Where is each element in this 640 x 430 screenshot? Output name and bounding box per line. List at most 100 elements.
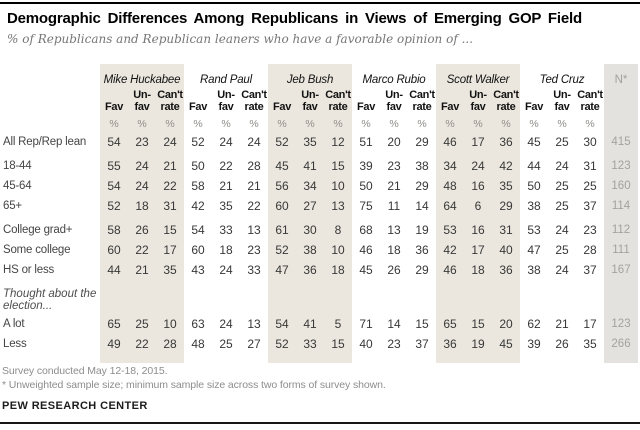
stat-cell: 45 [268,156,296,176]
spacer-cell [492,280,520,284]
stat-cell: 25 [555,135,569,149]
stat-cell: 36 [436,334,464,354]
stat-cell: 33 [296,334,324,354]
demographics-table: Mike Huckabee Rand Paul Jeb Bush Marco Rubi… [2,64,638,363]
stat-cell: 53 [527,223,541,237]
spacer-cell [128,216,156,220]
stat-cell: 37 [583,199,597,213]
stat-cell: 68 [359,223,373,237]
subheader-line-top: Can't [241,89,267,101]
stat-cell: 27 [247,337,261,351]
stat-cell: 23 [387,337,401,351]
stat-cell: 45 [492,334,520,354]
subheader-un-fav: Un-fav [380,87,408,115]
stat-cell: 44 [100,260,128,280]
table-row-18-44: 18-44 55 24 21 50 22 28 45 41 15 39 23 38 34 24 42 44 24 3… [2,156,638,176]
spacer-cell [324,354,352,363]
stat-cell: 19 [415,223,429,237]
subheader-line-bottom: Fav [356,100,376,113]
stat-cell: 36 [415,243,429,257]
stat-cell: 18 [324,260,352,280]
stat-cell: 22 [247,199,261,213]
subheader-fav: Fav [100,87,128,115]
stat-cell: 23 [583,223,597,237]
column-group-jeb-bush: Jeb Bush [268,64,352,87]
footer-notes: Survey conducted May 12-18, 2015. * Unwe… [2,364,622,392]
stat-cell: 36 [492,132,520,152]
spacer-cell [156,284,184,314]
subheader-line-top [436,90,464,102]
spacer-row [2,152,638,156]
subheader-line-bottom: fav [302,100,318,113]
stat-cell: 31 [492,220,520,240]
stat-cell: 24 [219,317,233,331]
stat-cell: 38 [296,240,324,260]
stat-cell: 13 [247,223,261,237]
stat-cell: 10 [156,314,184,334]
column-group-ted-cruz: Ted Cruz [539,74,585,86]
spacer-cell [100,152,128,156]
subheader-fav: Fav [184,87,212,115]
stat-cell: 31 [156,196,184,216]
subheader-line-top: Can't [325,89,351,101]
stat-cell: 10 [324,176,352,196]
stat-cell: 40 [359,337,373,351]
subheader-line-bottom: Fav [188,100,208,113]
spacer-cell [268,280,296,284]
subheader-line-top [520,90,548,102]
stat-cell: 42 [436,240,464,260]
stat-cell: 15 [324,334,352,354]
stat-cell: 25 [555,199,569,213]
stat-cell: 18 [387,243,401,257]
percent-symbol: % [100,115,128,132]
stat-cell: 75 [359,199,373,213]
subheader-line-bottom: Fav [440,100,460,113]
subheader-un-fav: Un-fav [464,87,492,115]
stat-cell: 31 [583,159,597,173]
spacer-cell [492,216,520,220]
stat-cell: 52 [268,240,296,260]
stat-cell: 11 [387,199,401,213]
stat-cell: 21 [247,179,261,193]
spacer-cell [436,216,464,220]
stat-cell: 22 [128,240,156,260]
stat-cell: 24 [464,156,492,176]
table-row-45-64: 45-64 54 24 22 58 21 21 56 34 10 50 21 29 48 16 35 50 25 2… [2,176,638,196]
stat-cell: 13 [247,317,261,331]
subheader-line-bottom: fav [218,100,234,113]
n-cell: 112 [604,220,638,240]
spacer-cell [604,280,638,284]
stat-cell: 21 [387,179,401,193]
top-rule [0,2,640,4]
percent-symbol: % [585,117,595,130]
stat-cell: 64 [436,196,464,216]
stat-cell: 23 [387,159,401,173]
source-label: PEW RESEARCH CENTER [2,400,148,412]
stat-cell: 22 [156,176,184,196]
spacer-cell [2,354,100,363]
stat-cell: 60 [100,240,128,260]
stat-cell: 28 [247,159,261,173]
stat-cell: 52 [100,196,128,216]
subheader-line-bottom: rate [580,100,600,113]
subheader-line-top: Can't [157,89,183,101]
n-column-spacer [604,115,638,132]
stat-cell: 22 [219,159,233,173]
spacer-cell [464,354,492,363]
stat-cell: 16 [464,176,492,196]
spacer-cell [436,354,464,363]
spacer-cell [184,354,212,363]
stat-cell: 54 [268,314,296,334]
stat-cell: 49 [100,334,128,354]
stat-cell: 65 [100,314,128,334]
stat-cell: 61 [268,220,296,240]
subheader-line-top [352,90,380,102]
stat-cell: 50 [359,179,373,193]
n-cell: 114 [604,196,638,216]
table-row-college-grad: College grad+ 58 26 15 54 33 13 61 30 8 68 13 19 53 16… [2,220,638,240]
stat-cell: 43 [191,263,205,277]
subheader-line-top: Un- [553,89,571,101]
row-label: 65+ [3,200,22,212]
subheader-line-top: Can't [493,89,519,101]
spacer-cell [296,280,324,284]
